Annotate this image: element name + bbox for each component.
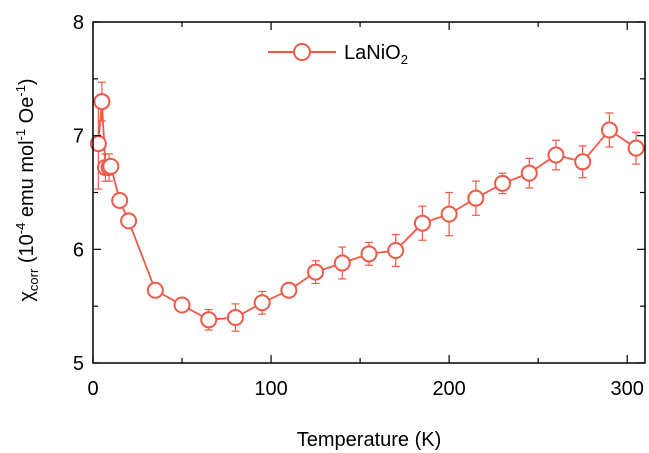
data-point (574, 153, 592, 171)
data-point (494, 174, 512, 192)
plot-area (89, 81, 645, 332)
axes: 0 100 200 300 5 6 7 8 (73, 12, 646, 400)
data-point (120, 212, 138, 230)
data-point (226, 309, 244, 327)
series-line (97, 101, 637, 321)
data-point (547, 146, 565, 164)
legend-label: LaNiO2 (344, 42, 408, 67)
x-tick-label: 0 (87, 378, 98, 400)
y-tick-label: 5 (73, 353, 84, 375)
data-point (627, 139, 645, 157)
x-tick-label: 300 (611, 378, 644, 400)
x-tick-label: 200 (432, 378, 465, 400)
y-tick-label: 6 (73, 239, 84, 261)
data-point (440, 205, 458, 223)
data-point (360, 245, 378, 263)
data-point (387, 241, 405, 259)
y-tick-label: 8 (73, 12, 84, 34)
y-axis-title: χcorr (10-4 emu mol-1 Oe-1) (13, 78, 41, 301)
legend: LaNiO2 (268, 42, 408, 67)
data-point (93, 93, 111, 111)
data-point (467, 189, 485, 207)
x-axis-title: Temperature (K) (297, 429, 442, 451)
legend-marker (293, 43, 311, 61)
data-point (413, 214, 431, 232)
data-point (520, 164, 538, 182)
data-point (200, 311, 218, 329)
data-point (280, 281, 298, 299)
data-point (102, 157, 120, 175)
data-point (111, 191, 129, 209)
plot-frame (92, 21, 646, 364)
data-point (173, 296, 191, 314)
data-point (307, 263, 325, 281)
data-point (253, 294, 271, 312)
data-point (333, 254, 351, 272)
y-tick-label: 7 (73, 126, 84, 148)
data-point (146, 281, 164, 299)
x-tick-label: 100 (254, 378, 287, 400)
data-point (600, 121, 618, 139)
